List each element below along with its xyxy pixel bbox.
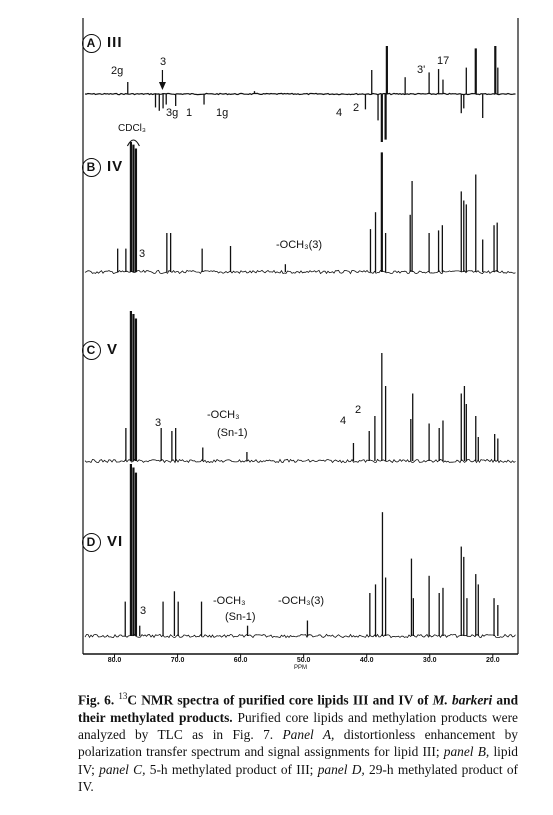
spectrum-panel-d (84, 464, 516, 639)
spectrum-panel-b (84, 142, 516, 275)
spectrum-panel-c (84, 311, 516, 464)
label-d-sn1: (Sn-1) (225, 611, 256, 623)
label-d-och3-3: -OCH₃(3) (278, 595, 325, 607)
caption-fig-number: Fig. 6. (78, 692, 119, 708)
label-a-1: 1 (186, 107, 193, 119)
caption-title-2: and their methylated products. (78, 692, 519, 725)
plot-frame (82, 18, 519, 658)
label-d-3: 3 (140, 605, 147, 617)
label-a-3prime: 3' (417, 64, 426, 76)
caption-text-3: lipid IV; (78, 744, 519, 777)
arrow-c3-head (158, 82, 166, 90)
label-c-2: 2 (355, 404, 362, 416)
panel-label-a: A III (82, 34, 123, 53)
figure-caption: Fig. 6. 13C NMR spectra of purified core… (78, 688, 518, 795)
caption-text-2: distortionless enhancement by polarizati… (78, 727, 518, 760)
x-tick-label: 20.0 (485, 657, 500, 664)
caption-species: M. barkeri (432, 692, 493, 708)
x-tick-label: 70.0 (170, 657, 185, 664)
spectrum-panel-a (84, 46, 516, 142)
label-c-och3: -OCH₃ (207, 409, 240, 421)
x-tick-label: 40.0 (359, 657, 374, 664)
caption-title-1: C NMR spectra of purified core lipids II… (127, 692, 433, 708)
spectrum-baseline (84, 633, 516, 639)
spectrum-baseline (84, 92, 516, 96)
label-c-4: 4 (340, 415, 347, 427)
label-a-1g: 1g (216, 107, 229, 119)
label-b-3: 3 (139, 248, 146, 260)
panel-compound-c: V (107, 341, 119, 358)
panel-letter-a: A (82, 34, 101, 53)
x-tick-label: 80.0 (107, 657, 122, 664)
spectrum-baseline (84, 458, 516, 464)
caption-text-5: 29-h methylated product of IV. (78, 761, 518, 794)
label-a-4: 4 (336, 107, 343, 119)
label-a-3-arrow: 3 (160, 56, 167, 68)
cdcl3-bracket (126, 139, 140, 147)
label-a-2g: 2g (111, 65, 124, 77)
label-a-3g: 3g (166, 107, 179, 119)
caption-panel-d: panel D, (317, 761, 365, 777)
label-b-och3-3: -OCH₃(3) (276, 239, 323, 251)
caption-isotope: 13 (118, 691, 128, 701)
panel-compound-d: VI (107, 533, 124, 550)
spectrum-baseline (84, 269, 516, 275)
x-tick-label: 30.0 (422, 657, 437, 664)
x-tick-label: 60.0 (233, 657, 248, 664)
label-a-17: 17 (437, 55, 450, 67)
label-c-3: 3 (155, 417, 162, 429)
panel-compound-b: IV (107, 158, 124, 175)
label-d-och3: -OCH₃ (213, 595, 246, 607)
nmr-spectra-plot (82, 18, 519, 658)
label-a-2: 2 (353, 102, 360, 114)
x-tick-label: 50.0 (296, 657, 311, 664)
panel-label-b: B IV (82, 158, 123, 177)
panel-label-d: D VI (82, 533, 123, 552)
caption-text-4: 5-h methylated product of III; (145, 761, 318, 777)
panel-letter-d: D (82, 533, 101, 552)
spectra-group (84, 46, 516, 639)
panel-compound-a: III (107, 34, 123, 51)
caption-panel-b: panel B, (443, 744, 490, 760)
caption-text-1: Purified core lipids and methylation pro… (78, 709, 519, 743)
caption-panel-a: Panel A, (282, 727, 335, 743)
label-b-cdcl3: CDCl₃ (118, 123, 146, 134)
caption-panel-c: panel C, (99, 761, 146, 777)
label-c-sn1: (Sn-1) (217, 427, 248, 439)
x-axis-label: PPM (294, 665, 308, 671)
panel-letter-b: B (82, 158, 101, 177)
panel-letter-c: C (82, 341, 101, 360)
